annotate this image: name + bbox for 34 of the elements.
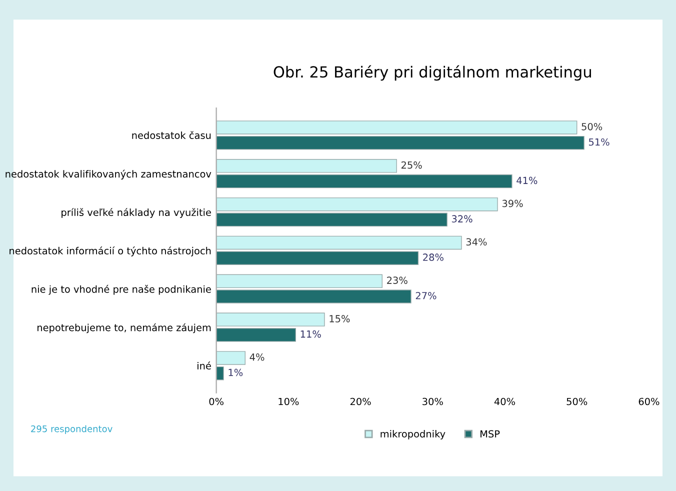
x-tick-label: 60% xyxy=(638,398,660,406)
y-tick-label: nie je to vhodné pre naše podnikanie xyxy=(32,284,211,295)
y-tick-label: nedostatok kvalifikovaných zamestnancov xyxy=(6,170,212,180)
x-tick-label: 20% xyxy=(350,398,371,406)
x-tick-label: 10% xyxy=(278,398,299,406)
y-tick-label: iné xyxy=(198,362,211,370)
x-tick-label: 30% xyxy=(422,398,443,406)
legend-label: MSP xyxy=(480,430,500,438)
x-tick-label: 50% xyxy=(566,398,588,406)
data-label: 11% xyxy=(300,330,321,338)
data-label: 41% xyxy=(516,176,538,184)
data-label: 34% xyxy=(466,238,487,246)
data-label: 15% xyxy=(330,315,350,322)
bar xyxy=(216,197,498,212)
x-tick-label: 0% xyxy=(209,398,224,406)
data-label: 1% xyxy=(228,368,243,376)
y-tick-label: nedostatok času xyxy=(132,131,211,140)
y-tick-label: nedostatok informácií o týchto nástrojoch xyxy=(10,246,211,256)
data-label: 4% xyxy=(250,353,264,361)
bar xyxy=(216,212,448,227)
data-label: 32% xyxy=(452,215,472,222)
data-label: 27% xyxy=(416,292,436,300)
text: 295 respondentov xyxy=(31,425,112,434)
data-label: 28% xyxy=(423,254,444,261)
y-tick-label: príliš veľké náklady na využitie xyxy=(62,208,211,218)
chart-title: Obr. 25 Bariéry pri digitálnom marketingu xyxy=(274,65,591,81)
data-label: 25% xyxy=(401,161,422,169)
y-tick-label: nepotrebujeme to, nemáme záujem xyxy=(38,323,211,334)
data-label: 50% xyxy=(582,122,602,130)
legend-label: mikropodniky xyxy=(380,430,446,440)
data-label: 51% xyxy=(588,138,610,146)
data-label: 23% xyxy=(387,276,408,284)
x-tick-label: 40% xyxy=(494,398,516,406)
data-label: 39% xyxy=(502,200,523,208)
